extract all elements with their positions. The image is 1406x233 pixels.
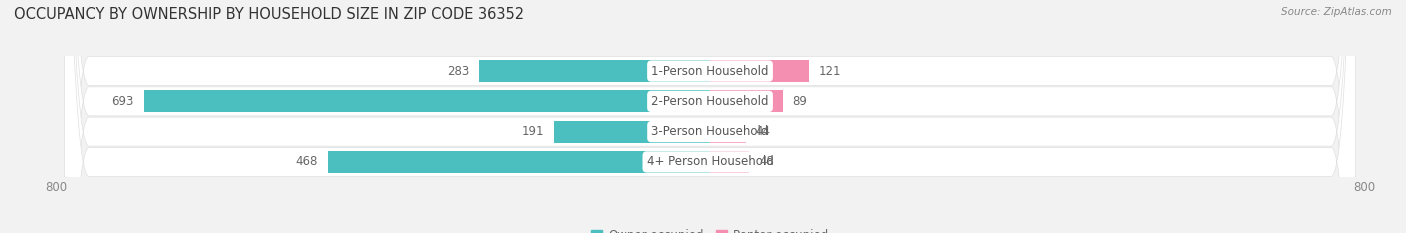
Bar xyxy=(710,60,808,82)
Text: 48: 48 xyxy=(759,155,773,168)
Text: 89: 89 xyxy=(793,95,807,108)
Text: 468: 468 xyxy=(295,155,318,168)
Bar xyxy=(710,90,783,112)
Bar xyxy=(710,121,747,143)
Text: 121: 121 xyxy=(818,65,841,78)
Bar xyxy=(710,151,749,173)
Text: 44: 44 xyxy=(756,125,770,138)
FancyBboxPatch shape xyxy=(65,0,1355,233)
Text: 693: 693 xyxy=(111,95,134,108)
Text: 1-Person Household: 1-Person Household xyxy=(651,65,769,78)
Text: 191: 191 xyxy=(522,125,544,138)
FancyBboxPatch shape xyxy=(65,0,1355,233)
Text: OCCUPANCY BY OWNERSHIP BY HOUSEHOLD SIZE IN ZIP CODE 36352: OCCUPANCY BY OWNERSHIP BY HOUSEHOLD SIZE… xyxy=(14,7,524,22)
Text: 3-Person Household: 3-Person Household xyxy=(651,125,769,138)
Bar xyxy=(479,60,710,82)
Text: 2-Person Household: 2-Person Household xyxy=(651,95,769,108)
Legend: Owner-occupied, Renter-occupied: Owner-occupied, Renter-occupied xyxy=(586,224,834,233)
FancyBboxPatch shape xyxy=(65,0,1355,233)
Bar xyxy=(328,151,710,173)
Bar xyxy=(554,121,710,143)
Text: 4+ Person Household: 4+ Person Household xyxy=(647,155,773,168)
Bar xyxy=(143,90,710,112)
Text: 283: 283 xyxy=(447,65,470,78)
FancyBboxPatch shape xyxy=(65,0,1355,233)
Text: Source: ZipAtlas.com: Source: ZipAtlas.com xyxy=(1281,7,1392,17)
